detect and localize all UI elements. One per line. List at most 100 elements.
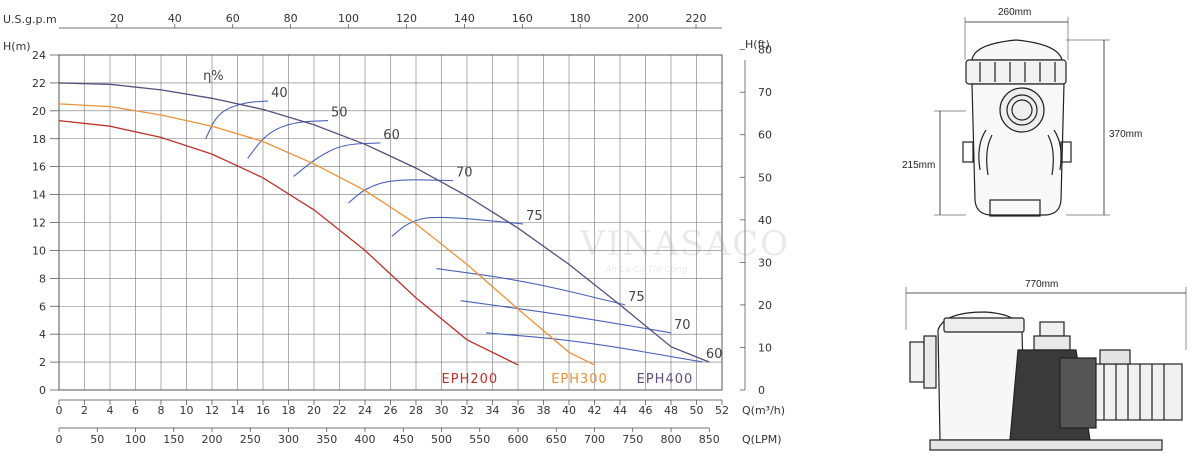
lpm-tick-label: 300	[278, 433, 299, 446]
x-tick-label: 30	[435, 404, 449, 417]
x-tick-label: 42	[588, 404, 602, 417]
x-tick-label: 2	[81, 404, 88, 417]
x-tick-label: 32	[460, 404, 474, 417]
x-tick-label: 6	[132, 404, 139, 417]
y-left-tick-label: 14	[32, 189, 46, 202]
x-tick-label: 10	[180, 404, 194, 417]
efficiency-label: 75	[526, 209, 543, 224]
efficiency-curve	[391, 216, 524, 237]
x-tick-label: 26	[384, 404, 398, 417]
y-right-tick-label: 20	[758, 299, 772, 312]
y-left-tick-label: 12	[32, 217, 46, 230]
y-left-tick-label: 6	[39, 300, 46, 313]
x-tick-label: 24	[358, 404, 372, 417]
lpm-tick-label: 500	[431, 433, 452, 446]
efficiency-curve	[205, 100, 269, 139]
x-tick-label: 18	[282, 404, 296, 417]
efficiency-label: 40	[271, 86, 288, 101]
x-tick-label: 4	[107, 404, 114, 417]
x-tick-label: 0	[56, 404, 63, 417]
efficiency-curve	[436, 268, 626, 306]
y-right-tick-label: 40	[758, 214, 772, 227]
x-tick-label: 28	[409, 404, 423, 417]
efficiency-curve	[348, 179, 453, 204]
dimension-front-width: 260mm	[998, 7, 1031, 18]
gpm-tick-label: 20	[110, 12, 124, 25]
y-left-tick-label: 16	[32, 161, 46, 174]
lpm-tick-label: 0	[56, 433, 63, 446]
dimension-inlet-height: 215mm	[902, 160, 935, 171]
y-left-axis-label: H(m)	[3, 40, 31, 53]
efficiency-label: 75	[628, 290, 645, 305]
y-right-tick-label: 80	[758, 44, 772, 57]
x-tick-label: 12	[205, 404, 219, 417]
efficiency-curve	[460, 300, 672, 334]
y-left-tick-label: 10	[32, 244, 46, 257]
y-left-tick-label: 18	[32, 133, 46, 146]
y-right-tick-label: 0	[758, 384, 765, 397]
y-left-tick-label: 20	[32, 105, 46, 118]
x-tick-label: 16	[256, 404, 270, 417]
watermark-text: VINASACO	[579, 224, 790, 264]
y-right-tick-label: 30	[758, 256, 772, 269]
lpm-tick-label: 200	[202, 433, 223, 446]
lpm-tick-label: 350	[316, 433, 337, 446]
y-left-tick-label: 4	[39, 328, 46, 341]
efficiency-curve	[486, 332, 703, 363]
lpm-tick-label: 800	[661, 433, 682, 446]
efficiency-label: 70	[456, 166, 473, 181]
y-left-tick-label: 24	[32, 49, 46, 62]
model-label: EPH200	[442, 372, 499, 387]
efficiency-symbol: η%	[203, 69, 224, 84]
y-right-axis-label: H(ft)	[745, 38, 770, 51]
x-tick-label: 22	[333, 404, 347, 417]
lpm-tick-label: 250	[240, 433, 261, 446]
efficiency-curve	[293, 142, 381, 177]
x-tick-label: 40	[562, 404, 576, 417]
x-tick-label: 36	[511, 404, 525, 417]
lpm-tick-label: 450	[393, 433, 414, 446]
lpm-tick-label: 850	[699, 433, 720, 446]
pump-front-view	[934, 17, 1110, 217]
y-left-tick-label: 22	[32, 77, 46, 90]
x-tick-label: 52	[715, 404, 729, 417]
dimension-front-height: 370mm	[1109, 129, 1142, 140]
efficiency-label: 60	[706, 347, 723, 362]
x-tick-label: 20	[307, 404, 321, 417]
y-right-tick-label: 60	[758, 129, 772, 142]
x-tick-label: 38	[537, 404, 551, 417]
dimension-side-length: 770mm	[1025, 279, 1058, 290]
x-tick-label: 14	[231, 404, 245, 417]
x-axis-label: Q(m³/h)	[742, 404, 785, 417]
gpm-tick-label: 160	[512, 12, 533, 25]
y-left-tick-label: 2	[39, 356, 46, 369]
gpm-tick-label: 40	[168, 12, 182, 25]
gpm-tick-label: 200	[628, 12, 649, 25]
y-left-tick-label: 0	[39, 384, 46, 397]
gpm-tick-label: 140	[454, 12, 475, 25]
lpm-tick-label: 700	[584, 433, 605, 446]
pump-curve-chart: 0 2 4 6 8 10 12 14 16 18 20 22 24 26 28 30 32 34 36 38 40 42 4…	[3, 12, 790, 446]
lpm-axis-label: Q(LPM)	[742, 433, 782, 446]
x-tick-label: 50	[690, 404, 704, 417]
x-tick-label: 8	[158, 404, 165, 417]
y-left-tick-label: 8	[39, 272, 46, 285]
series-curve-eph300	[58, 103, 595, 366]
efficiency-label: 70	[674, 318, 691, 333]
lpm-tick-label: 550	[469, 433, 490, 446]
gpm-tick-label: 100	[338, 12, 359, 25]
gpm-tick-label: 220	[686, 12, 707, 25]
gpm-tick-label: 80	[284, 12, 298, 25]
lpm-tick-label: 750	[622, 433, 643, 446]
pump-side-view	[905, 287, 1187, 451]
efficiency-label: 60	[383, 128, 400, 143]
efficiency-label: 50	[331, 106, 348, 121]
x-tick-label: 44	[613, 404, 627, 417]
gpm-tick-label: 120	[396, 12, 417, 25]
gpm-tick-label: 180	[570, 12, 591, 25]
series-curve-eph200	[58, 119, 519, 366]
lpm-tick-label: 400	[355, 433, 376, 446]
x-tick-label: 48	[664, 404, 678, 417]
watermark-subtext: An Là Có Thi Công	[604, 264, 688, 275]
